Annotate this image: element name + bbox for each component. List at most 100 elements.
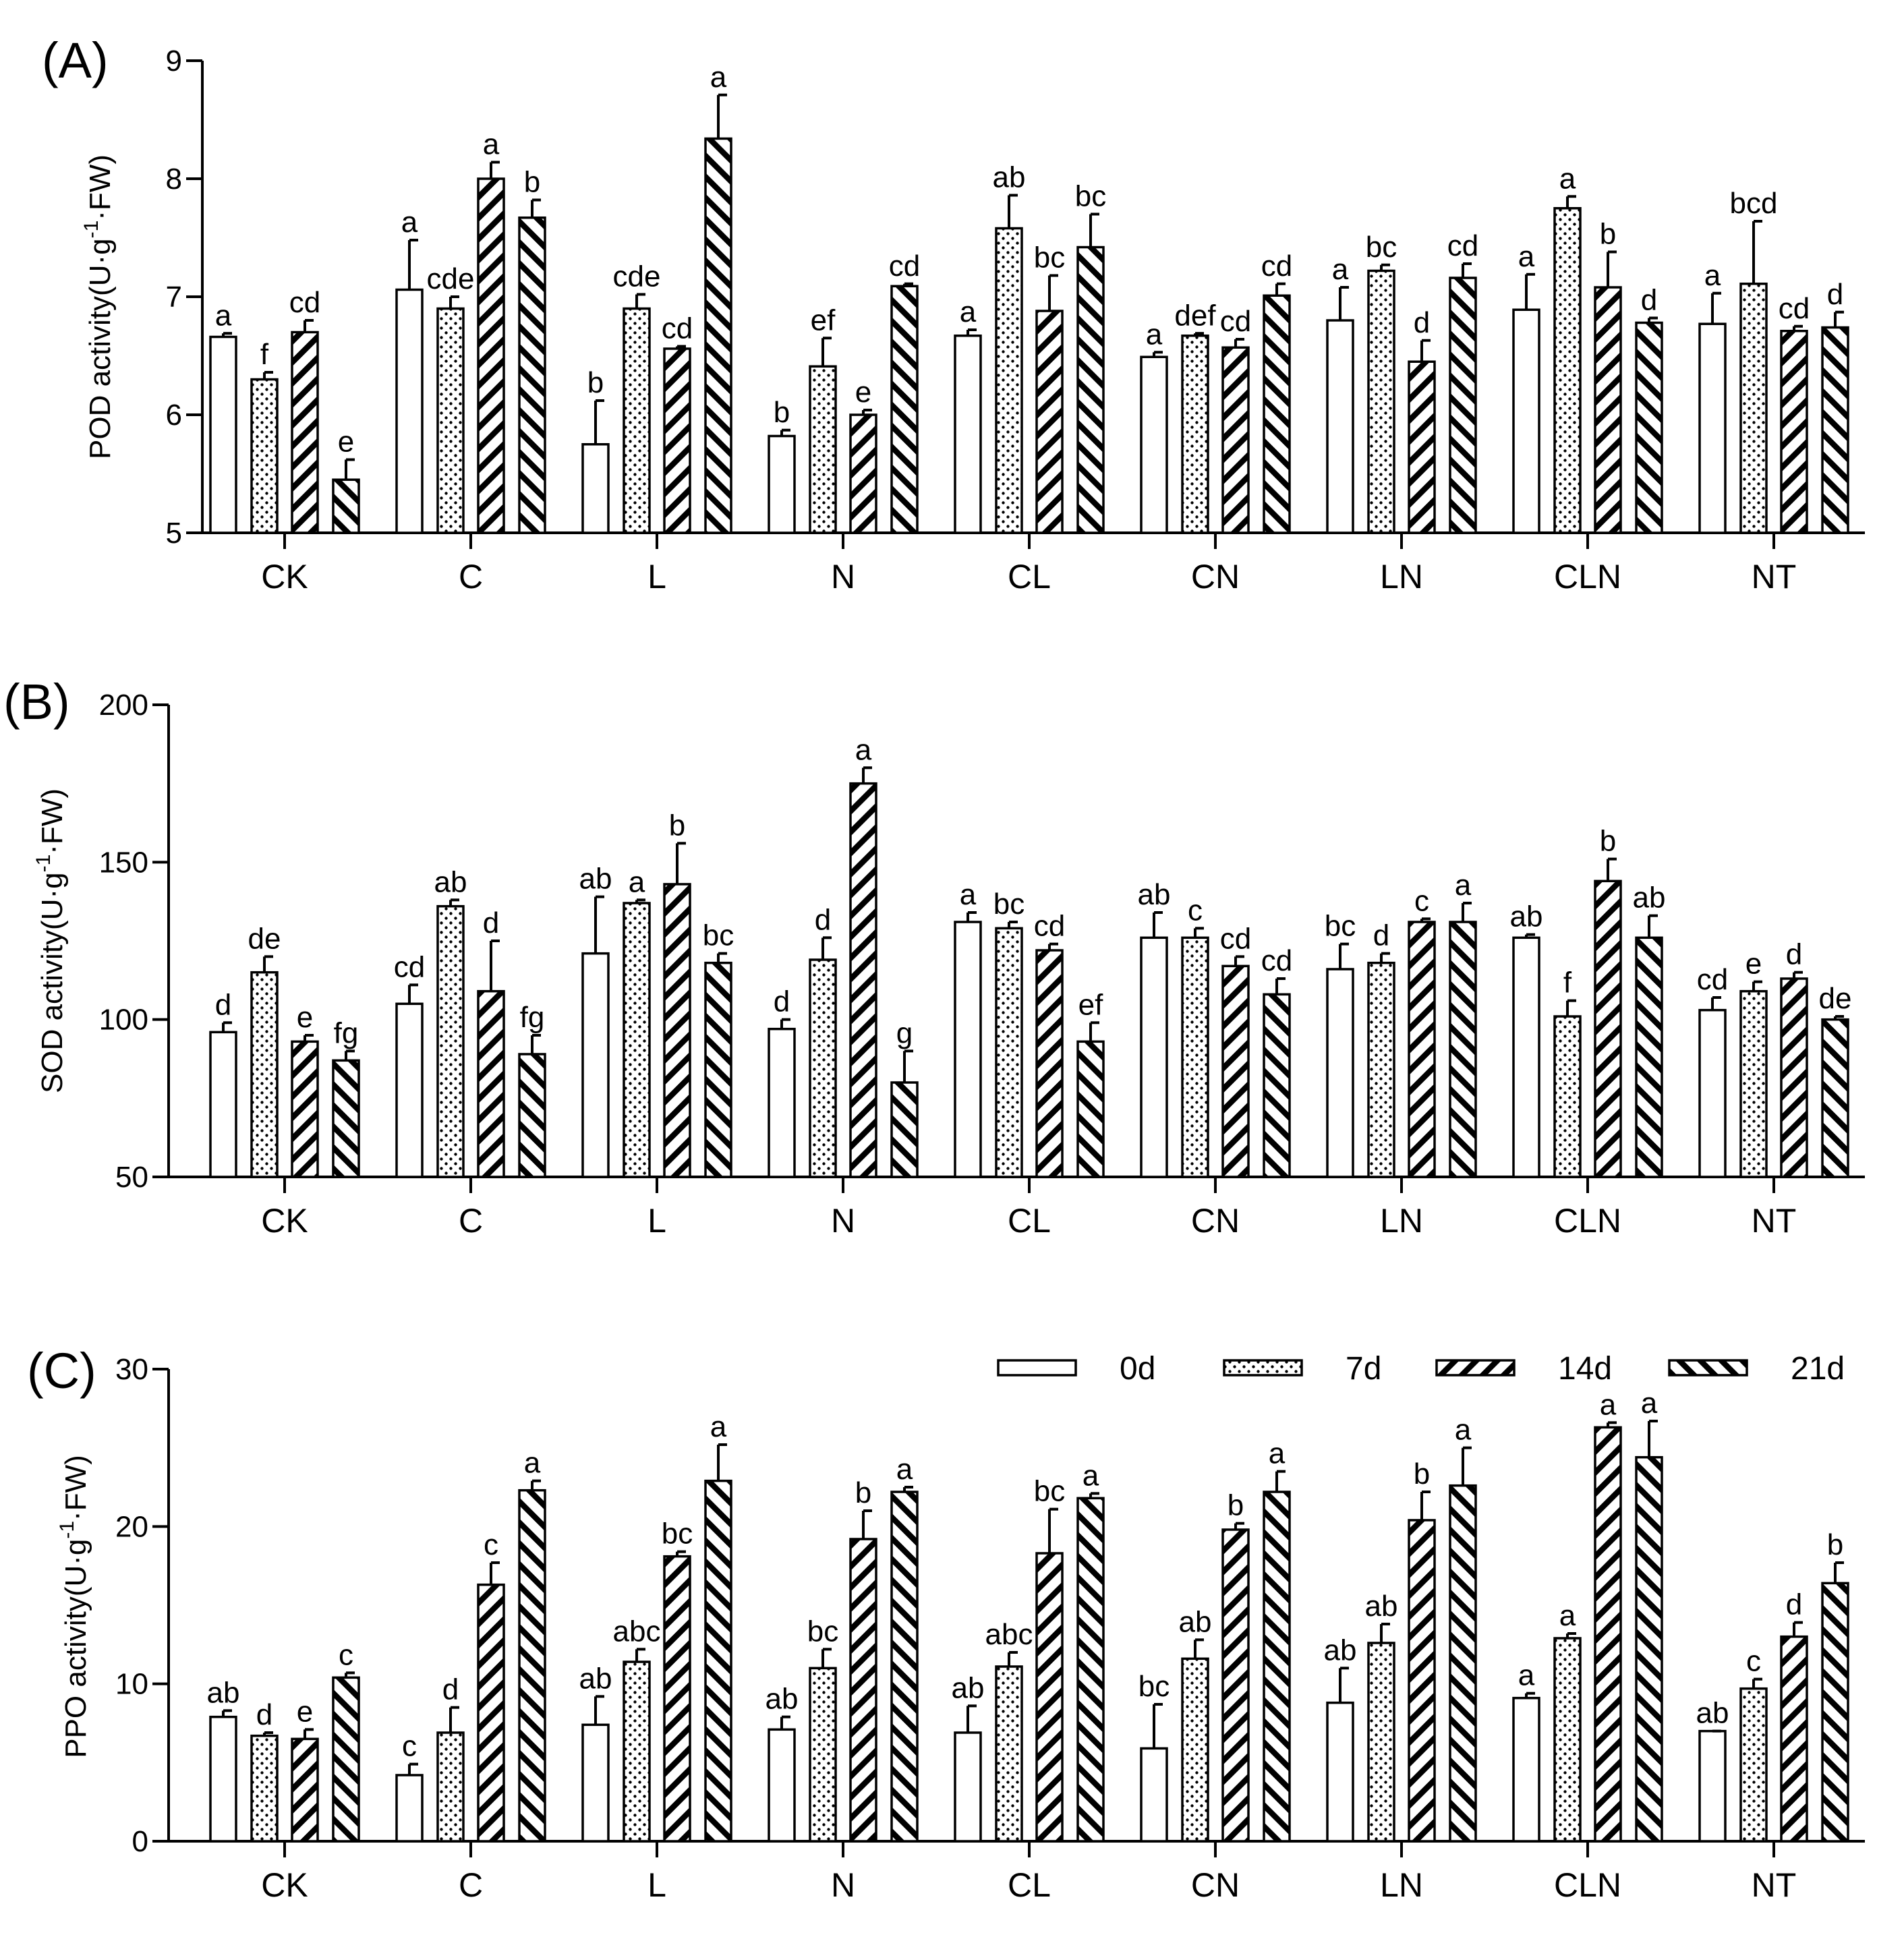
- significance-label: ab: [579, 863, 612, 896]
- bar-7d: [809, 958, 837, 1178]
- bar-21d: [1821, 1582, 1849, 1843]
- x-tick-label: N: [831, 1866, 855, 1904]
- significance-label: d: [215, 988, 231, 1021]
- significance-label: bc: [662, 1517, 693, 1551]
- bar-14d: [477, 177, 505, 534]
- bar-14d: [477, 989, 505, 1178]
- significance-label: de: [248, 922, 281, 955]
- bar-7d: [436, 1731, 465, 1843]
- significance-label: cd: [1779, 292, 1810, 325]
- bar-14d: [1780, 1635, 1808, 1843]
- significance-label: ab: [952, 1671, 985, 1704]
- bar-0d: [209, 335, 237, 534]
- significance-label: c: [402, 1730, 417, 1763]
- bar-14d: [1035, 949, 1064, 1178]
- significance-label: cd: [1697, 963, 1728, 996]
- bar-0d: [1140, 936, 1168, 1178]
- significance-label: b: [855, 1476, 871, 1509]
- significance-label: fg: [520, 1001, 545, 1034]
- significance-label: c: [1746, 1645, 1761, 1678]
- y-axis-title-tail: ·FW): [59, 1455, 92, 1521]
- significance-label: f: [260, 338, 269, 371]
- bar-7d: [995, 927, 1023, 1178]
- bar-21d: [332, 1059, 360, 1178]
- significance-label: bc: [703, 919, 734, 952]
- bar-21d: [1263, 1491, 1291, 1843]
- significance-label: cd: [662, 312, 693, 345]
- significance-label: bc: [807, 1615, 838, 1648]
- x-tick-label: CL: [1008, 558, 1051, 596]
- bar-7d: [250, 1734, 279, 1843]
- bar-7d: [623, 307, 651, 534]
- bar-14d: [1408, 1519, 1436, 1843]
- bar-0d: [581, 952, 610, 1178]
- bar-7d: [809, 1667, 837, 1843]
- significance-label: c: [1414, 884, 1429, 917]
- legend-label-0d: 0d: [1120, 1351, 1155, 1387]
- legend-swatch-21d: [1668, 1359, 1748, 1377]
- significance-label: ab: [207, 1676, 240, 1709]
- x-tick-label: N: [831, 558, 855, 596]
- significance-label: g: [896, 1016, 913, 1049]
- y-axis-title-main: PPO activity(U·g: [59, 1539, 92, 1758]
- bar-0d: [768, 1728, 796, 1843]
- significance-label: a: [855, 733, 872, 766]
- bar-14d: [1221, 346, 1250, 534]
- x-tick-label: L: [647, 1866, 666, 1904]
- bar-21d: [1263, 993, 1291, 1178]
- legend-swatch-7d: [1223, 1359, 1303, 1377]
- significance-label: b: [774, 396, 790, 429]
- significance-label: ab: [993, 161, 1026, 194]
- significance-label: a: [1600, 1388, 1617, 1421]
- significance-label: a: [710, 61, 727, 94]
- bar-21d: [704, 137, 732, 534]
- x-tick-label: CN: [1191, 1202, 1240, 1240]
- bar-21d: [1076, 245, 1105, 534]
- x-tick-label: LN: [1380, 558, 1423, 596]
- significance-label: cd: [1447, 229, 1478, 262]
- y-tick-label: 150: [99, 846, 148, 879]
- bar-0d: [1698, 322, 1727, 534]
- significance-label: c: [339, 1638, 353, 1671]
- significance-label: d: [1641, 284, 1657, 317]
- significance-label: e: [1746, 948, 1762, 981]
- significance-label: bc: [1366, 231, 1397, 264]
- y-tick-label: 30: [115, 1353, 148, 1386]
- significance-label: bcd: [1730, 187, 1778, 220]
- y-tick-label: 20: [115, 1510, 148, 1543]
- bar-14d: [663, 347, 691, 534]
- significance-label: a: [483, 128, 500, 161]
- x-tick-label: NT: [1752, 1202, 1797, 1240]
- bar-21d: [1449, 277, 1477, 534]
- significance-label: a: [524, 1447, 541, 1480]
- x-tick-label: N: [831, 1202, 855, 1240]
- bar-21d: [1076, 1497, 1105, 1843]
- significance-label: def: [1174, 299, 1216, 332]
- y-tick-label: 10: [115, 1668, 148, 1701]
- bar-7d: [1553, 1015, 1582, 1178]
- significance-label: d: [442, 1673, 459, 1706]
- bar-0d: [1140, 355, 1168, 534]
- significance-label: b: [1414, 1457, 1430, 1491]
- significance-label: e: [297, 1001, 313, 1034]
- significance-label: ab: [434, 865, 467, 898]
- bar-14d: [849, 782, 877, 1178]
- bar-21d: [1821, 1018, 1849, 1178]
- bar-14d: [1594, 286, 1622, 534]
- bar-7d: [623, 1660, 651, 1843]
- significance-label: e: [297, 1695, 313, 1728]
- significance-label: bc: [1075, 180, 1106, 213]
- bar-7d: [250, 378, 279, 534]
- significance-label: ab: [1510, 900, 1543, 933]
- x-tick-label: NT: [1752, 1866, 1797, 1904]
- significance-label: bc: [1325, 910, 1356, 943]
- y-axis-title-tail: ·FW): [36, 788, 69, 855]
- bar-7d: [1181, 335, 1209, 534]
- significance-label: bc: [993, 888, 1025, 921]
- bar-21d: [1263, 294, 1291, 534]
- bar-0d: [395, 1774, 424, 1843]
- bar-14d: [1594, 1426, 1622, 1843]
- x-tick-label: CK: [261, 1202, 308, 1240]
- significance-label: d: [1786, 938, 1802, 971]
- x-tick-label: NT: [1752, 558, 1797, 596]
